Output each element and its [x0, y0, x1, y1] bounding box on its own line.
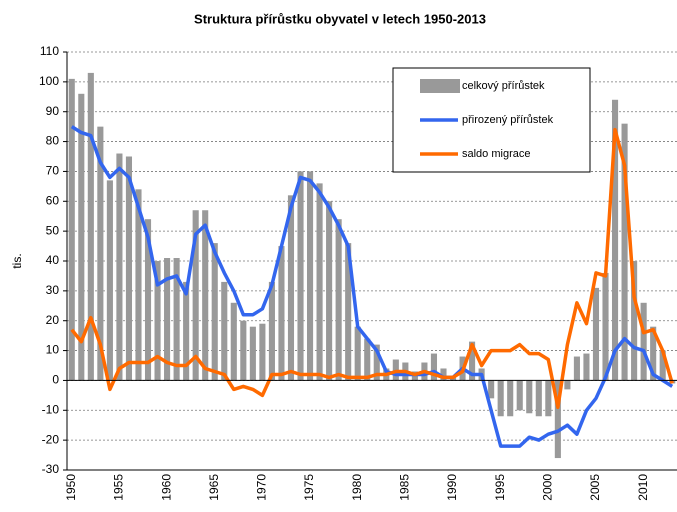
line [70, 127, 674, 410]
bar [230, 302, 237, 381]
bar [78, 93, 85, 381]
line [70, 125, 674, 448]
bar [573, 356, 580, 381]
bar [602, 272, 609, 381]
y-tick-label: 10 [46, 343, 60, 357]
bar [164, 258, 171, 381]
bar [68, 78, 75, 381]
x-tick-label: 1995 [493, 474, 507, 501]
x-tick-label: 1975 [302, 474, 316, 501]
legend-label: saldo migrace [462, 148, 530, 160]
x-tick-label: 1965 [207, 474, 221, 501]
bar [192, 210, 199, 381]
bar [640, 302, 647, 381]
legend-label: celkový přírůstek [462, 80, 545, 92]
x-tick-label: 1985 [398, 474, 412, 501]
bar [592, 287, 600, 381]
y-tick-label: 50 [46, 223, 60, 237]
x-tick-label: 2005 [588, 474, 602, 501]
bar [545, 380, 552, 417]
bar [183, 281, 190, 381]
chart-title: Struktura přírůstku obyvatel v letech 19… [194, 11, 486, 26]
y-tick-label: 40 [46, 253, 60, 267]
x-tick-label: 1990 [445, 474, 459, 501]
bar [440, 368, 447, 381]
legend-swatch [420, 79, 460, 93]
bar [650, 326, 657, 381]
bar [564, 380, 571, 390]
bar [259, 323, 266, 381]
bar [97, 126, 104, 381]
bar [611, 99, 619, 381]
bar [240, 320, 247, 381]
x-tick-label: 2010 [636, 474, 650, 501]
y-tick-label: 20 [46, 313, 60, 327]
bar [364, 338, 371, 381]
bar [373, 344, 380, 381]
bar [507, 380, 514, 417]
bar [497, 380, 504, 417]
bar [297, 171, 304, 381]
bar [345, 243, 352, 381]
bar [173, 258, 180, 381]
y-tick-label: 80 [46, 134, 60, 148]
x-tick-label: 1980 [350, 474, 364, 501]
bar [249, 326, 256, 381]
bar [268, 281, 275, 381]
bar [335, 219, 342, 381]
y-tick-label: 110 [40, 44, 59, 58]
x-tick-label: 1970 [255, 474, 269, 501]
bar [278, 246, 285, 381]
bar [211, 243, 218, 381]
x-tick-label: 1955 [112, 474, 126, 501]
bar [221, 281, 228, 381]
y-tick-label: -30 [42, 462, 60, 476]
bar [621, 123, 628, 381]
bar [516, 380, 523, 411]
y-tick-label: 60 [46, 193, 60, 207]
legend-label: přirozený přírůstek [462, 114, 554, 126]
y-tick-label: 90 [46, 104, 60, 118]
bar [154, 261, 161, 381]
bar [488, 380, 495, 399]
x-tick-label: 1950 [64, 474, 78, 501]
bar [631, 261, 638, 381]
bar [125, 156, 133, 381]
bar [469, 341, 476, 381]
x-tick-label: 1960 [159, 474, 173, 501]
bar [326, 201, 333, 381]
bar [316, 183, 323, 381]
bar [526, 380, 533, 414]
bar [135, 189, 142, 381]
bar [535, 380, 542, 417]
bar [554, 380, 561, 459]
bar [87, 72, 94, 381]
bar [202, 210, 209, 381]
y-tick-label: 30 [46, 283, 60, 297]
bar [583, 353, 590, 381]
y-axis-label: tis. [10, 253, 24, 268]
y-tick-label: 100 [39, 74, 59, 88]
bar [287, 195, 295, 381]
y-tick-label: 0 [52, 373, 59, 387]
bar [354, 326, 361, 381]
y-tick-label: -10 [42, 402, 60, 416]
y-tick-label: 70 [46, 164, 60, 178]
bar [659, 350, 666, 381]
bar [106, 180, 113, 381]
bar [116, 153, 123, 381]
bar [430, 353, 438, 381]
bar [306, 171, 314, 381]
y-tick-label: -20 [42, 432, 60, 446]
bar [144, 219, 152, 381]
x-tick-label: 2000 [541, 474, 555, 501]
